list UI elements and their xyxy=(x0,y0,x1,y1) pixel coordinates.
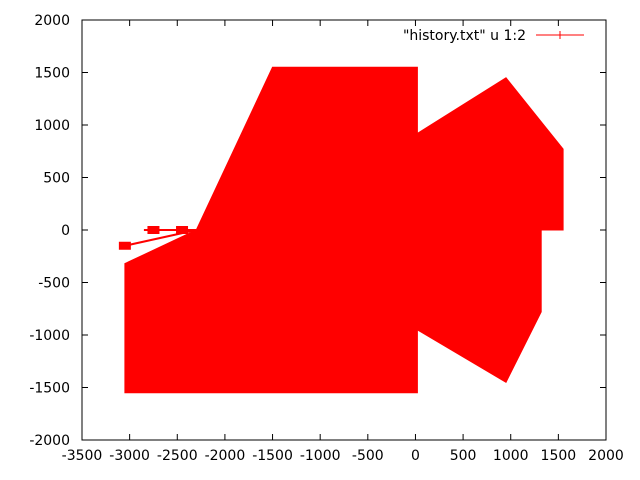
x-tick-label: 0 xyxy=(411,448,420,464)
x-tick-label: -1000 xyxy=(300,448,341,464)
x-tick-label: -2500 xyxy=(157,448,198,464)
y-tick-label: -2000 xyxy=(29,433,70,449)
x-tick-label: 500 xyxy=(450,448,477,464)
y-tick-label: 500 xyxy=(43,171,70,187)
y-tick-label: 1000 xyxy=(34,118,70,134)
x-tick-label: -3000 xyxy=(109,448,150,464)
data-marker-cluster-2 xyxy=(118,241,131,250)
x-tick-label: 2000 xyxy=(588,448,624,464)
x-tick-label: -1500 xyxy=(252,448,293,464)
legend: "history.txt" u 1:2 xyxy=(403,28,584,44)
data-marker-cluster-1 xyxy=(147,226,160,234)
x-axis: -3500 -3000 -2500 -2000 -1500 -1000 -500 0 500 10… xyxy=(62,20,624,464)
y-tick-label: -1500 xyxy=(29,381,70,397)
y-tick-label: 1500 xyxy=(34,66,70,82)
x-tick-label: -3500 xyxy=(62,448,103,464)
x-tick-label: -2000 xyxy=(205,448,246,464)
y-axis: -2000 -1500 -1000 -500 0 500 1000 1500 2000 xyxy=(29,13,606,449)
x-tick-label: 1500 xyxy=(541,448,577,464)
x-tick-label: 1000 xyxy=(493,448,529,464)
y-tick-label: 2000 xyxy=(34,13,70,29)
plot-area xyxy=(118,66,564,394)
y-tick-label: -500 xyxy=(38,276,70,292)
data-region-2 xyxy=(416,77,564,384)
x-tick-label: -500 xyxy=(352,448,384,464)
legend-label: "history.txt" u 1:2 xyxy=(403,28,526,44)
y-tick-label: -1000 xyxy=(29,328,70,344)
data-marker-cluster-3 xyxy=(176,226,189,234)
y-tick-label: 0 xyxy=(61,223,70,239)
